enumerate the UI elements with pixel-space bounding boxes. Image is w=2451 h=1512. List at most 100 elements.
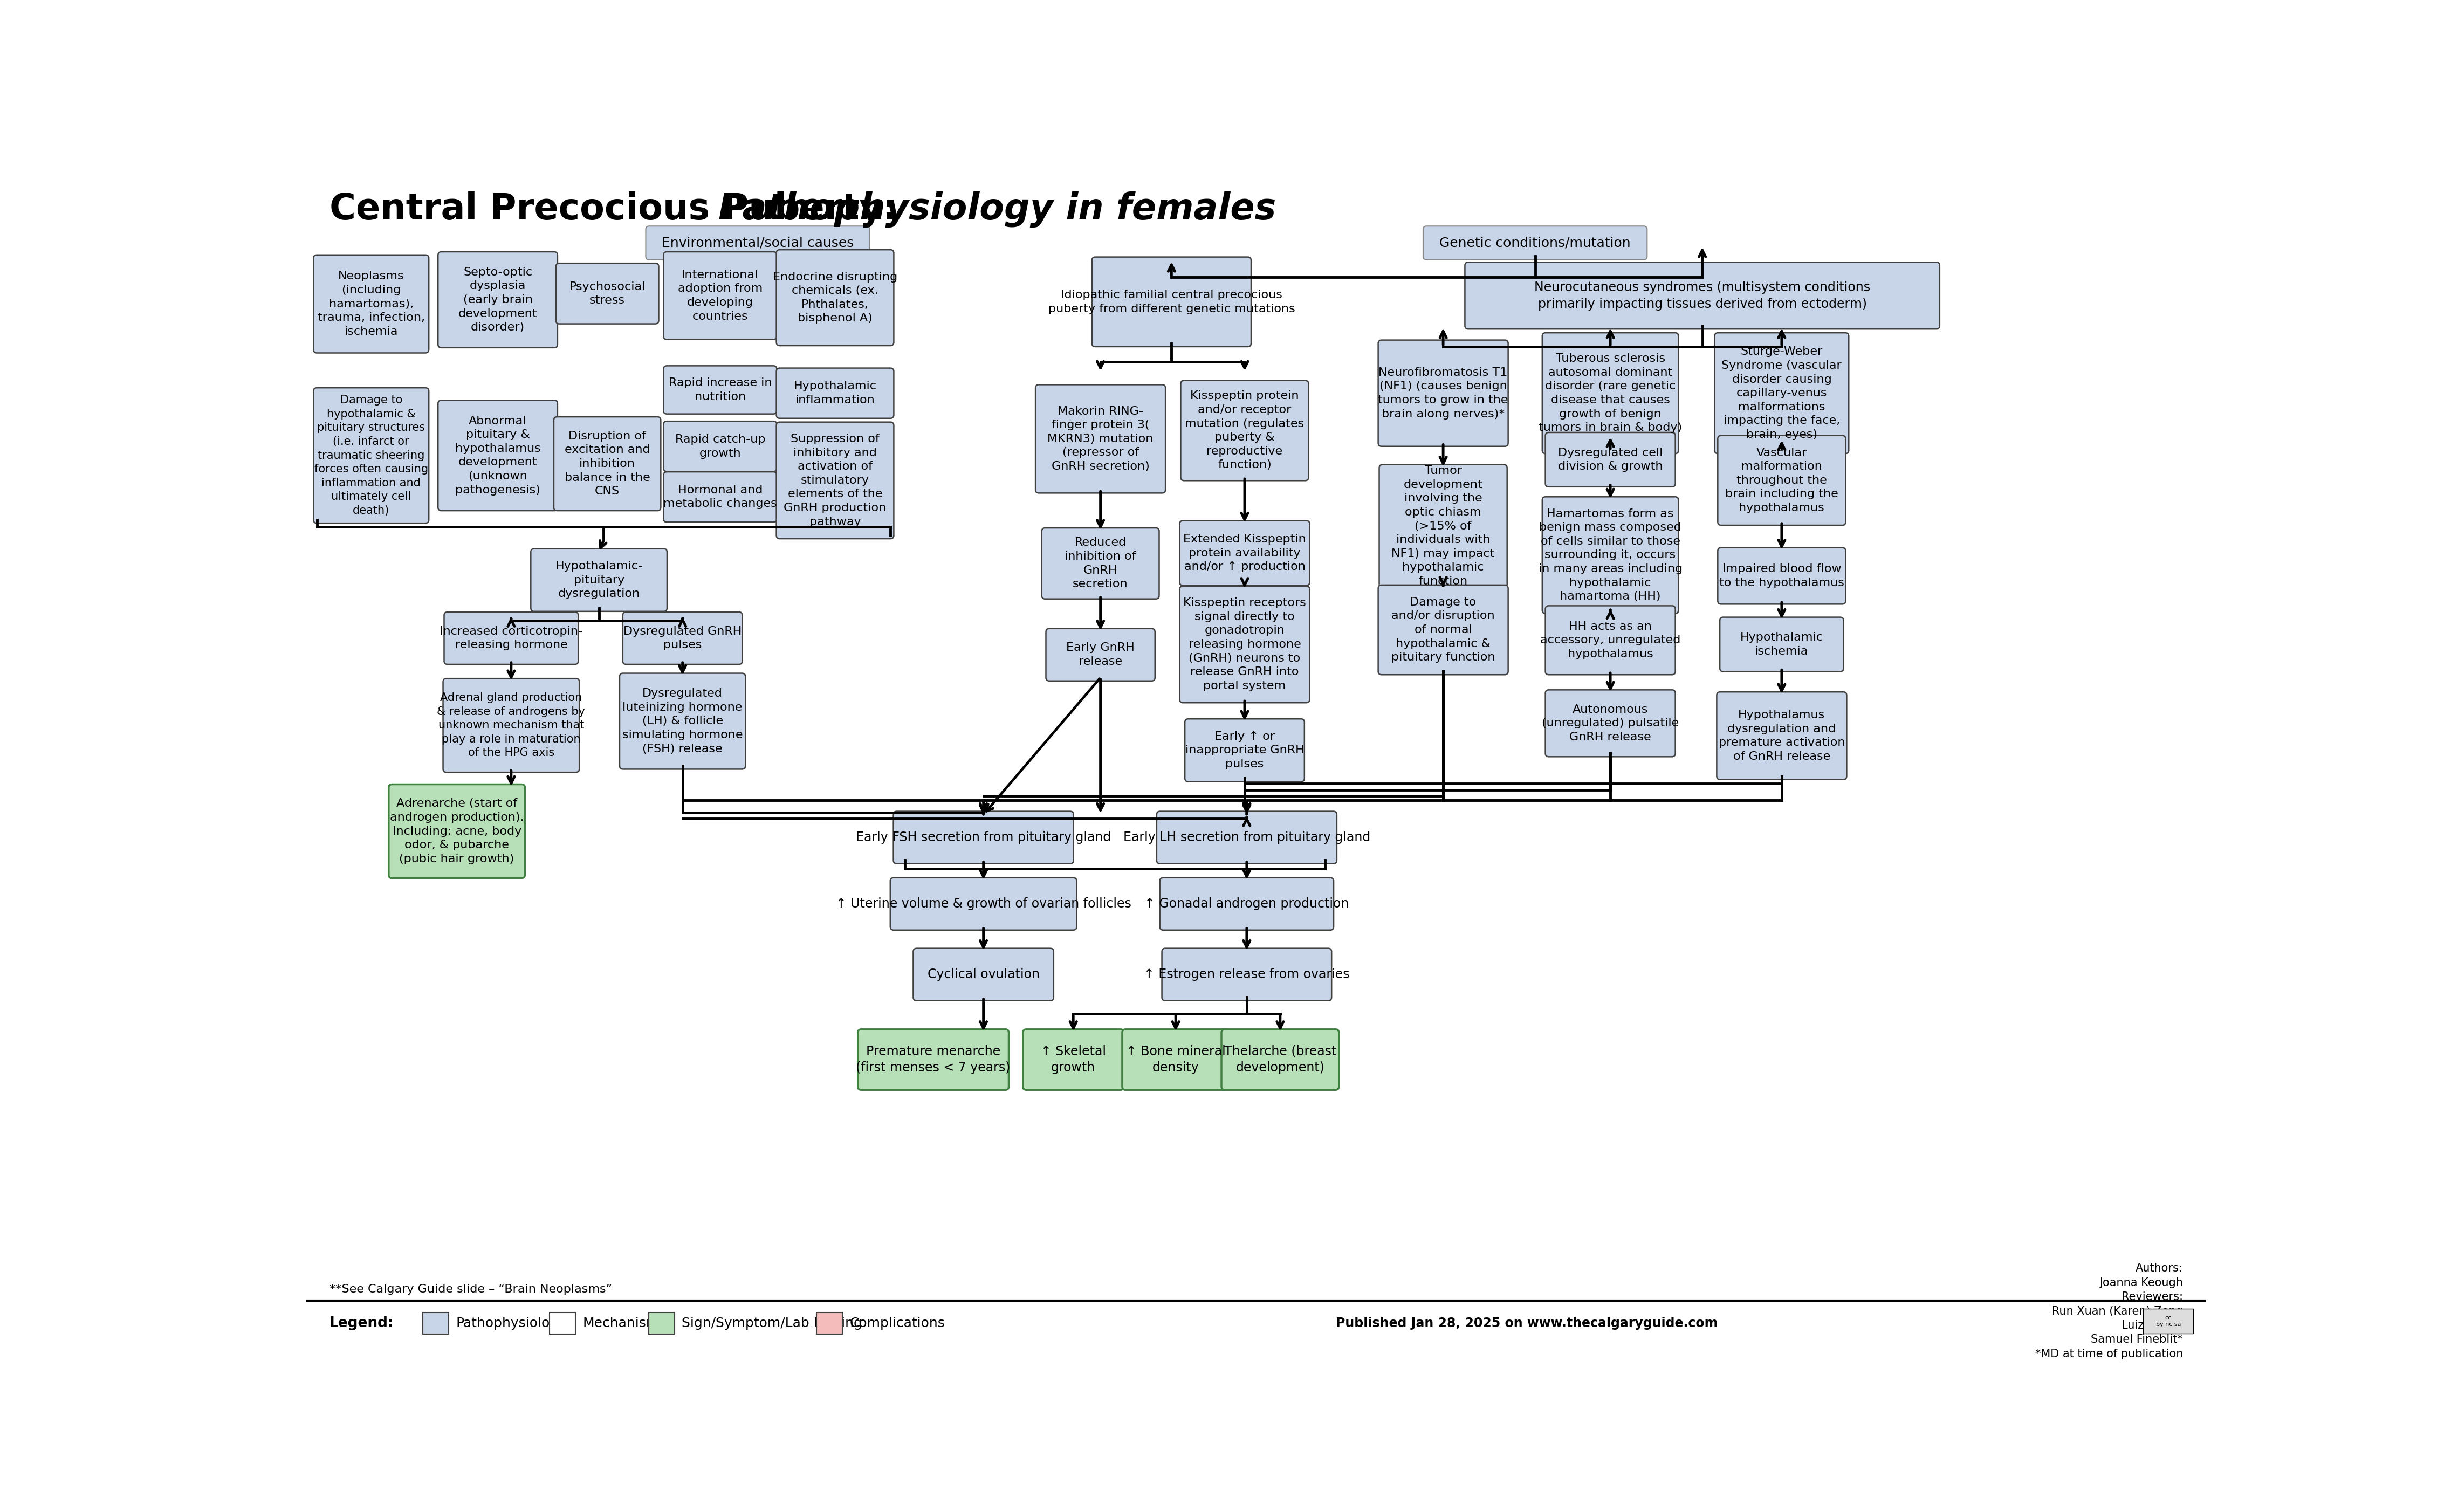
- FancyBboxPatch shape: [390, 785, 525, 878]
- Text: Genetic conditions/mutation: Genetic conditions/mutation: [1439, 236, 1630, 249]
- Text: Rapid increase in
nutrition: Rapid increase in nutrition: [669, 378, 772, 402]
- Text: Neurocutaneous syndromes (multisystem conditions
primarily impacting tissues der: Neurocutaneous syndromes (multisystem co…: [1534, 281, 1870, 310]
- Text: Septo-optic
dysplasia
(early brain
development
disorder): Septo-optic dysplasia (early brain devel…: [458, 266, 537, 333]
- Text: Published Jan 28, 2025 on www.thecalgaryguide.com: Published Jan 28, 2025 on www.thecalgary…: [1336, 1317, 1718, 1329]
- FancyBboxPatch shape: [1221, 1030, 1338, 1090]
- Text: Dysregulated
luteinizing hormone
(LH) & follicle
simulating hormone
(FSH) releas: Dysregulated luteinizing hormone (LH) & …: [623, 688, 743, 754]
- FancyBboxPatch shape: [439, 401, 556, 511]
- Text: Legend:: Legend:: [328, 1317, 395, 1331]
- Text: ↑ Skeletal
growth: ↑ Skeletal growth: [1042, 1045, 1105, 1075]
- Text: Vascular
malformation
throughout the
brain including the
hypothalamus: Vascular malformation throughout the bra…: [1726, 448, 1838, 514]
- Text: Kisspeptin protein
and/or receptor
mutation (regulates
puberty &
reproductive
fu: Kisspeptin protein and/or receptor mutat…: [1184, 390, 1304, 470]
- FancyBboxPatch shape: [1544, 606, 1676, 674]
- FancyBboxPatch shape: [1162, 948, 1331, 1001]
- Text: cc
by nc sa: cc by nc sa: [2157, 1315, 2181, 1328]
- Text: ↑ Uterine volume & growth of ovarian follicles: ↑ Uterine volume & growth of ovarian fol…: [836, 898, 1132, 910]
- FancyBboxPatch shape: [816, 1312, 843, 1334]
- FancyBboxPatch shape: [1179, 520, 1309, 585]
- FancyBboxPatch shape: [1179, 587, 1309, 703]
- Text: Central Precocious Puberty:: Central Precocious Puberty:: [328, 192, 909, 228]
- Text: Idiopathic familial central precocious
puberty from different genetic mutations: Idiopathic familial central precocious p…: [1049, 290, 1294, 314]
- Text: Tuberous sclerosis
autosomal dominant
disorder (rare genetic
disease that causes: Tuberous sclerosis autosomal dominant di…: [1539, 354, 1681, 432]
- Text: Suppression of
inhibitory and
activation of
stimulatory
elements of the
GnRH pro: Suppression of inhibitory and activation…: [784, 434, 887, 528]
- FancyBboxPatch shape: [1718, 435, 1846, 525]
- Text: Extended Kisspeptin
protein availability
and/or ↑ production: Extended Kisspeptin protein availability…: [1184, 534, 1306, 572]
- FancyBboxPatch shape: [549, 1312, 576, 1334]
- FancyBboxPatch shape: [1123, 1030, 1230, 1090]
- Text: Complications: Complications: [850, 1317, 946, 1329]
- FancyBboxPatch shape: [1380, 464, 1507, 588]
- Text: Dysregulated GnRH
pulses: Dysregulated GnRH pulses: [623, 626, 743, 650]
- Text: Early ↑ or
inappropriate GnRH
pulses: Early ↑ or inappropriate GnRH pulses: [1186, 730, 1304, 770]
- Text: Psychosocial
stress: Psychosocial stress: [569, 281, 645, 305]
- Text: Autonomous
(unregulated) pulsatile
GnRH release: Autonomous (unregulated) pulsatile GnRH …: [1542, 705, 1679, 742]
- FancyBboxPatch shape: [554, 417, 662, 511]
- FancyBboxPatch shape: [1544, 689, 1676, 756]
- Text: Sign/Symptom/Lab Finding: Sign/Symptom/Lab Finding: [681, 1317, 863, 1329]
- FancyBboxPatch shape: [645, 227, 870, 260]
- Text: Hormonal and
metabolic changes: Hormonal and metabolic changes: [664, 485, 777, 510]
- FancyBboxPatch shape: [1022, 1030, 1123, 1090]
- Text: Disruption of
excitation and
inhibition
balance in the
CNS: Disruption of excitation and inhibition …: [564, 431, 650, 497]
- FancyBboxPatch shape: [664, 472, 777, 522]
- FancyBboxPatch shape: [664, 366, 777, 414]
- FancyBboxPatch shape: [1034, 384, 1164, 493]
- Text: Kisspeptin receptors
signal directly to
gonadotropin
releasing hormone
(GnRH) ne: Kisspeptin receptors signal directly to …: [1184, 597, 1306, 691]
- FancyBboxPatch shape: [858, 1030, 1010, 1090]
- FancyBboxPatch shape: [1542, 497, 1679, 614]
- Text: Impaired blood flow
to the hypothalamus: Impaired blood flow to the hypothalamus: [1718, 564, 1843, 588]
- Text: Hypothalamus
dysregulation and
premature activation
of GnRH release: Hypothalamus dysregulation and premature…: [1718, 709, 1846, 762]
- FancyBboxPatch shape: [1091, 257, 1250, 346]
- Text: Hamartomas form as
benign mass composed
of cells similar to those
surrounding it: Hamartomas form as benign mass composed …: [1539, 508, 1681, 602]
- Text: Environmental/social causes: Environmental/social causes: [662, 236, 853, 249]
- Text: Abnormal
pituitary &
hypothalamus
development
(unknown
pathogenesis): Abnormal pituitary & hypothalamus develo…: [456, 416, 542, 496]
- Text: International
adoption from
developing
countries: International adoption from developing c…: [679, 269, 762, 322]
- FancyBboxPatch shape: [444, 612, 578, 664]
- FancyBboxPatch shape: [1377, 340, 1507, 446]
- FancyBboxPatch shape: [664, 422, 777, 472]
- FancyBboxPatch shape: [890, 878, 1076, 930]
- Text: Tumor
development
involving the
optic chiasm
(>15% of
individuals with
NF1) may : Tumor development involving the optic ch…: [1392, 466, 1495, 587]
- FancyBboxPatch shape: [777, 422, 895, 538]
- Text: Authors:
Joanna Keough
Reviewers:
Run Xuan (Karen) Zeng
Luiza Radu
Samuel Finebl: Authors: Joanna Keough Reviewers: Run Xu…: [2034, 1263, 2184, 1359]
- FancyBboxPatch shape: [1466, 262, 1939, 330]
- FancyBboxPatch shape: [556, 263, 659, 324]
- Text: Dysregulated cell
division & growth: Dysregulated cell division & growth: [1559, 448, 1662, 472]
- Text: Rapid catch-up
growth: Rapid catch-up growth: [674, 434, 765, 458]
- Text: Hypothalamic-
pituitary
dysregulation: Hypothalamic- pituitary dysregulation: [556, 561, 642, 599]
- FancyBboxPatch shape: [424, 1312, 449, 1334]
- FancyBboxPatch shape: [1377, 585, 1507, 674]
- FancyBboxPatch shape: [1544, 432, 1676, 487]
- Text: Endocrine disrupting
chemicals (ex.
Phthalates,
bisphenol A): Endocrine disrupting chemicals (ex. Phth…: [772, 272, 897, 324]
- Text: Pathophysiology: Pathophysiology: [456, 1317, 566, 1329]
- FancyBboxPatch shape: [439, 253, 556, 348]
- FancyBboxPatch shape: [444, 679, 578, 773]
- Text: ↑ Estrogen release from ovaries: ↑ Estrogen release from ovaries: [1145, 968, 1351, 981]
- Text: Adrenal gland production
& release of androgens by
unknown mechanism that
play a: Adrenal gland production & release of an…: [436, 692, 586, 759]
- FancyBboxPatch shape: [914, 948, 1054, 1001]
- FancyBboxPatch shape: [650, 1312, 674, 1334]
- Text: Adrenarche (start of
androgen production).
Including: acne, body
odor, & pubarch: Adrenarche (start of androgen production…: [390, 798, 525, 865]
- Text: Early GnRH
release: Early GnRH release: [1066, 643, 1135, 667]
- Text: Early LH secretion from pituitary gland: Early LH secretion from pituitary gland: [1123, 832, 1370, 844]
- Bar: [2142, 1309, 2194, 1334]
- FancyBboxPatch shape: [1042, 528, 1159, 599]
- FancyBboxPatch shape: [532, 549, 667, 611]
- Text: Mechanism: Mechanism: [583, 1317, 659, 1329]
- Text: ↑ Bone mineral
density: ↑ Bone mineral density: [1125, 1045, 1226, 1075]
- Text: Hypothalamic
ischemia: Hypothalamic ischemia: [1740, 632, 1824, 656]
- FancyBboxPatch shape: [1716, 692, 1846, 780]
- Text: Damage to
hypothalamic &
pituitary structures
(i.e. infarct or
traumatic sheerin: Damage to hypothalamic & pituitary struc…: [314, 395, 429, 516]
- Text: Thelarche (breast
development): Thelarche (breast development): [1223, 1045, 1336, 1075]
- FancyBboxPatch shape: [1716, 333, 1848, 454]
- Text: Neurofibromatosis T1
(NF1) (causes benign
tumors to grow in the
brain along nerv: Neurofibromatosis T1 (NF1) (causes benig…: [1377, 367, 1507, 419]
- FancyBboxPatch shape: [777, 249, 895, 346]
- FancyBboxPatch shape: [892, 812, 1074, 863]
- FancyBboxPatch shape: [314, 387, 429, 523]
- Text: Reduced
inhibition of
GnRH
secretion: Reduced inhibition of GnRH secretion: [1064, 537, 1137, 590]
- Text: Early FSH secretion from pituitary gland: Early FSH secretion from pituitary gland: [855, 832, 1110, 844]
- FancyBboxPatch shape: [1718, 547, 1846, 605]
- Text: Premature menarche
(first menses < 7 years): Premature menarche (first menses < 7 yea…: [855, 1045, 1010, 1075]
- Text: Sturge-Weber
Syndrome (vascular
disorder causing
capillary-venus
malformations
i: Sturge-Weber Syndrome (vascular disorder…: [1721, 346, 1841, 440]
- Text: Pathophysiology in females: Pathophysiology in females: [718, 192, 1277, 228]
